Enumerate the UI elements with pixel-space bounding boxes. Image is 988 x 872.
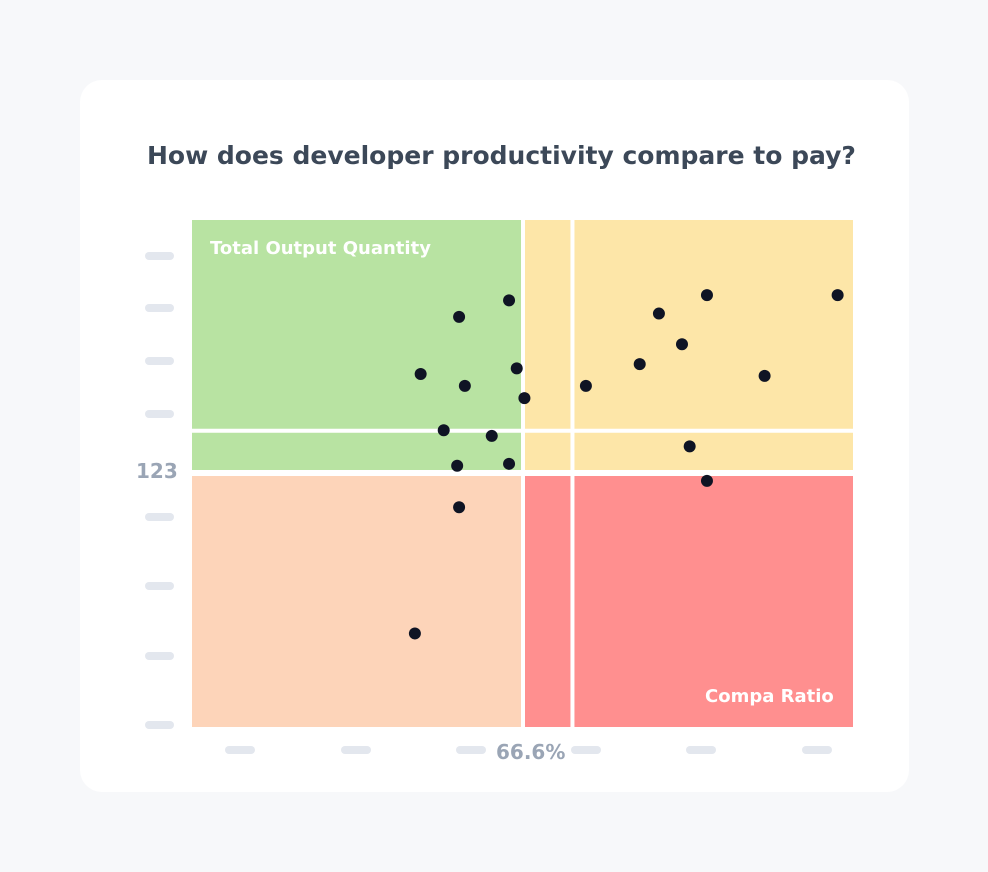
x-threshold-label: 66.6%	[496, 740, 566, 764]
chart-title: How does developer productivity compare …	[147, 141, 856, 170]
quadrant-top-left	[192, 220, 521, 470]
x-tick-placeholder	[456, 746, 486, 754]
scatter-point	[579, 379, 592, 392]
scatter-point	[633, 358, 646, 371]
scatter-point	[414, 368, 427, 381]
quadrant-bottom-right	[525, 476, 853, 727]
y-tick-placeholder	[145, 721, 174, 729]
scatter-point	[831, 289, 844, 302]
scatter-point	[510, 362, 523, 375]
y-tick-placeholder	[145, 304, 174, 312]
scatter-point	[652, 307, 665, 320]
scatter-point	[503, 294, 516, 307]
y-tick-placeholder	[145, 357, 174, 365]
x-tick-placeholder	[341, 746, 371, 754]
scatter-point	[458, 379, 471, 392]
y-tick-placeholder	[145, 252, 174, 260]
scatter-point	[518, 392, 531, 405]
x-tick-placeholder	[802, 746, 832, 754]
scatter-point	[437, 424, 450, 437]
scatter-point	[503, 457, 516, 470]
y-tick-placeholder	[145, 410, 174, 418]
scatter-point	[700, 474, 713, 487]
y-tick-placeholder	[145, 582, 174, 590]
scatter-point	[758, 369, 771, 382]
scatter-point	[675, 338, 688, 351]
x-tick-placeholder	[225, 746, 255, 754]
scatter-point	[485, 429, 498, 442]
y-tick-placeholder	[145, 513, 174, 521]
scatter-point	[453, 501, 466, 514]
y-threshold-label: 123	[136, 459, 178, 483]
scatter-point	[683, 440, 696, 453]
x-axis-title: Compa Ratio	[705, 686, 834, 707]
scatter-point	[453, 310, 466, 323]
scatter-point	[700, 289, 713, 302]
y-tick-placeholder	[145, 652, 174, 660]
scatter-point	[408, 627, 421, 640]
x-tick-placeholder	[686, 746, 716, 754]
y-axis-title: Total Output Quantity	[210, 238, 431, 259]
x-tick-placeholder	[571, 746, 601, 754]
scatter-point	[451, 459, 464, 472]
quadrant-top-right	[525, 220, 853, 470]
quadrant-bottom-left	[192, 476, 521, 727]
